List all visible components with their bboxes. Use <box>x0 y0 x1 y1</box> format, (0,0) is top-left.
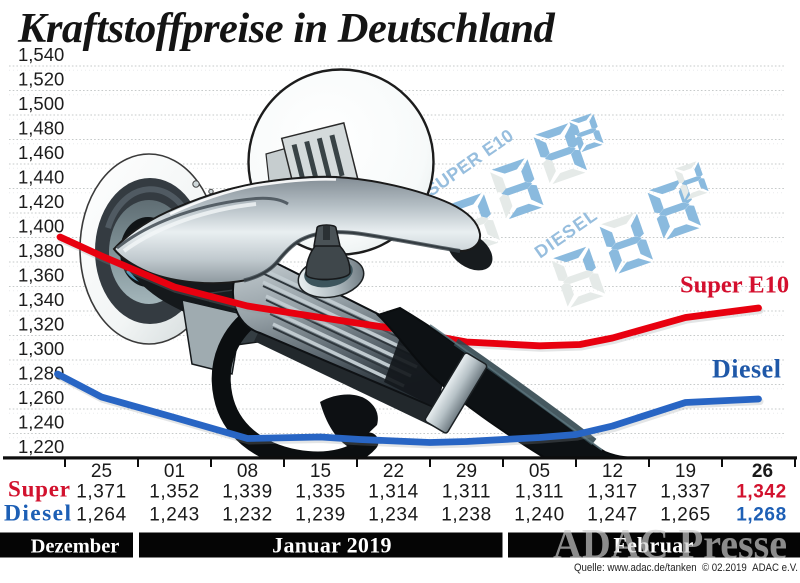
svg-text:1,300: 1,300 <box>18 338 64 359</box>
svg-text:1,540: 1,540 <box>18 44 64 65</box>
svg-text:25: 25 <box>91 461 112 482</box>
svg-text:1,265: 1,265 <box>660 505 711 526</box>
svg-text:1,337: 1,337 <box>660 482 711 503</box>
svg-text:1,500: 1,500 <box>18 93 64 114</box>
svg-text:1,220: 1,220 <box>18 436 64 457</box>
svg-text:1,314: 1,314 <box>368 482 419 503</box>
svg-text:1,340: 1,340 <box>18 289 64 310</box>
svg-text:08: 08 <box>237 461 258 482</box>
svg-text:1,420: 1,420 <box>18 191 64 212</box>
svg-text:22: 22 <box>383 461 404 482</box>
svg-text:1,311: 1,311 <box>442 482 491 503</box>
svg-text:Kraftstoffpreise in Deutschlan: Kraftstoffpreise in Deutschland <box>17 5 556 52</box>
svg-text:12: 12 <box>602 461 623 482</box>
svg-text:1,380: 1,380 <box>18 240 64 261</box>
svg-text:Super E10: Super E10 <box>680 272 789 299</box>
svg-text:1,247: 1,247 <box>587 505 638 526</box>
svg-text:1,352: 1,352 <box>149 482 200 503</box>
svg-text:29: 29 <box>456 461 477 482</box>
svg-text:1,311: 1,311 <box>515 482 564 503</box>
svg-text:1,268: 1,268 <box>736 505 787 526</box>
svg-text:ADAC Presse: ADAC Presse <box>553 522 787 568</box>
svg-text:05: 05 <box>529 461 550 482</box>
svg-text:01: 01 <box>164 461 185 482</box>
svg-text:1,317: 1,317 <box>587 482 638 503</box>
svg-text:1,238: 1,238 <box>441 505 492 526</box>
svg-text:1,264: 1,264 <box>76 505 127 526</box>
svg-text:1,320: 1,320 <box>18 314 64 335</box>
svg-text:1,342: 1,342 <box>736 482 787 503</box>
svg-text:1,400: 1,400 <box>18 216 64 237</box>
svg-text:1,240: 1,240 <box>18 412 64 433</box>
svg-text:1,234: 1,234 <box>368 505 419 526</box>
svg-text:1,480: 1,480 <box>18 118 64 139</box>
svg-text:1,440: 1,440 <box>18 167 64 188</box>
svg-text:1,339: 1,339 <box>222 482 273 503</box>
svg-text:Diesel: Diesel <box>712 355 781 384</box>
svg-text:1,280: 1,280 <box>18 363 64 384</box>
svg-text:Diesel: Diesel <box>4 501 72 527</box>
svg-text:26: 26 <box>752 461 773 482</box>
svg-text:Februar: Februar <box>613 533 693 558</box>
svg-text:15: 15 <box>310 461 331 482</box>
svg-text:1,371: 1,371 <box>76 482 127 503</box>
svg-text:1,239: 1,239 <box>295 505 346 526</box>
svg-text:1,520: 1,520 <box>18 69 64 90</box>
svg-text:Quelle: www.adac.de/tanken ©: Quelle: www.adac.de/tanken © 02.2019 ADA… <box>574 562 798 574</box>
svg-text:1,260: 1,260 <box>18 387 64 408</box>
svg-text:1,460: 1,460 <box>18 142 64 163</box>
svg-text:Dezember: Dezember <box>31 536 120 558</box>
svg-text:Januar 2019: Januar 2019 <box>272 533 392 558</box>
svg-text:1,243: 1,243 <box>149 505 200 526</box>
svg-text:Super: Super <box>8 477 71 502</box>
svg-text:1,232: 1,232 <box>222 505 273 526</box>
svg-text:1,240: 1,240 <box>514 505 565 526</box>
svg-text:1,360: 1,360 <box>18 265 64 286</box>
svg-text:19: 19 <box>675 461 696 482</box>
svg-text:1,335: 1,335 <box>295 482 346 503</box>
